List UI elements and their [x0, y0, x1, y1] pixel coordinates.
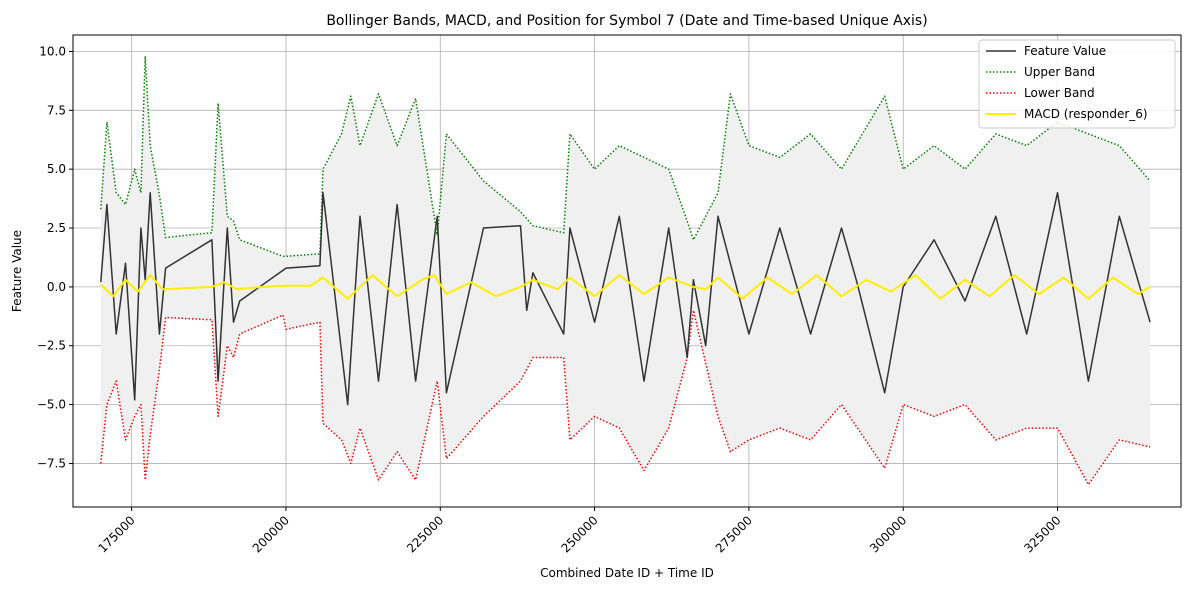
legend-box	[978, 39, 1176, 129]
y-tick-label: 10.0	[39, 44, 66, 58]
y-tick-label: −7.5	[37, 456, 66, 470]
y-tick-label: 7.5	[47, 103, 66, 117]
y-tick-label: 2.5	[47, 221, 66, 235]
legend-label: Lower Band	[1024, 86, 1095, 100]
x-axis-label: Combined Date ID + Time ID	[540, 566, 714, 580]
chart-title: Bollinger Bands, MACD, and Position for …	[326, 13, 927, 29]
legend-label: MACD (responder_6)	[1024, 107, 1148, 121]
legend-label: Feature Value	[1024, 44, 1106, 58]
y-tick-label: −5.0	[37, 398, 66, 412]
y-tick-label: 5.0	[47, 162, 66, 176]
legend-label: Upper Band	[1024, 65, 1095, 79]
y-tick-label: 0.0	[47, 280, 66, 294]
series-line-feature-value	[100, 191, 1151, 406]
legend: Feature Value Upper Band Lower Band MACD (r…	[978, 39, 1176, 129]
plot-frame	[72, 34, 1182, 508]
y-tick-label: −2.5	[37, 339, 66, 353]
y-axis: −7.5 −5.0 −2.5 0.0 2.5 5.0 7.5 10.0	[37, 44, 73, 470]
series-line-macd-responder-6	[100, 274, 1151, 300]
series-line-lower-band	[100, 309, 1151, 486]
y-axis-label: Feature Value	[10, 230, 24, 312]
series-layer	[100, 55, 1151, 486]
series-line-upper-band	[100, 55, 1151, 258]
